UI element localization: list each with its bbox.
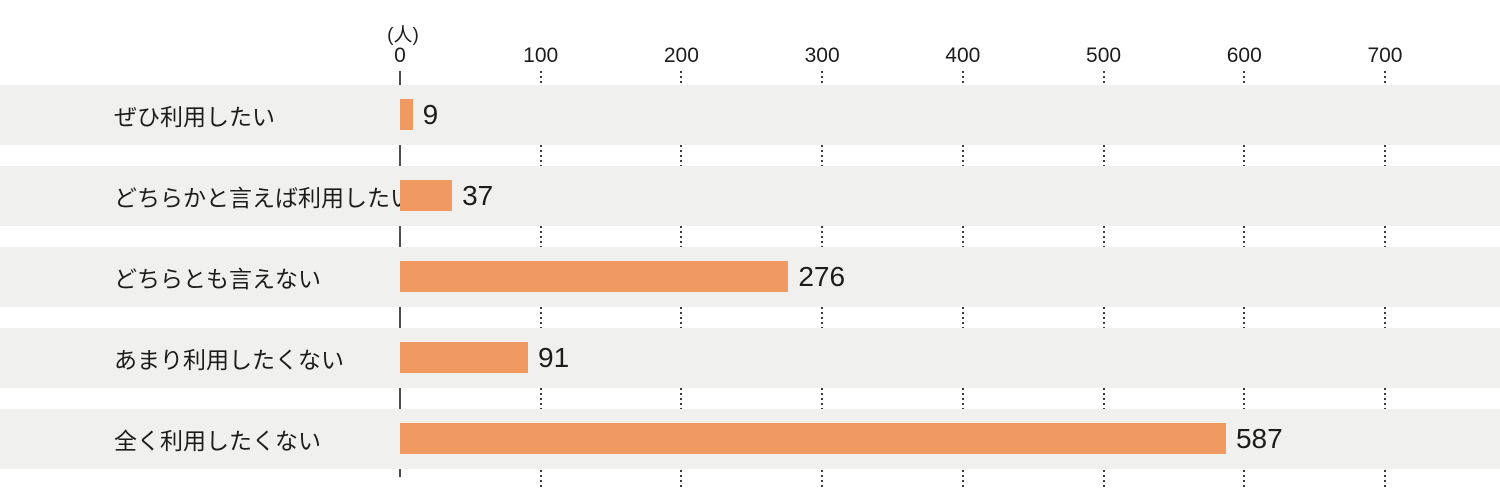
gridline-dotted-segment <box>1383 145 1386 166</box>
bar <box>400 261 788 292</box>
gridline-dotted-segment <box>680 71 683 85</box>
x-axis-tick-label: 400 <box>945 44 981 67</box>
gridline-dotted-segment <box>821 71 824 85</box>
gridline-dotted-segment <box>680 145 683 166</box>
gridline-dotted-segment <box>961 388 964 409</box>
gridline-dotted-segment <box>1383 226 1386 247</box>
gridline-dotted-segment <box>1102 470 1105 487</box>
gridline-dotted-segment <box>539 388 542 409</box>
gridline-dotted-segment <box>539 71 542 85</box>
gridline-dotted-segment <box>680 307 683 328</box>
gridline-dotted-segment <box>1102 71 1105 85</box>
value-label: 587 <box>1235 423 1283 454</box>
x-axis-tick-label: 700 <box>1367 44 1403 67</box>
gridline-dotted-segment <box>821 470 824 487</box>
gridline-dotted-segment <box>1102 226 1105 247</box>
gridline-dotted-segment <box>961 470 964 487</box>
category-label: どちらかと言えば利用したい <box>114 185 413 211</box>
gridline-dotted-segment <box>1383 71 1386 85</box>
gridline-dotted-segment <box>1383 307 1386 328</box>
gridline-dotted-segment <box>1243 470 1246 487</box>
gridline-dotted-segment <box>1102 388 1105 409</box>
gridline-dotted-segment <box>961 307 964 328</box>
category-label: どちらとも言えない <box>114 266 321 292</box>
gridline-dotted-segment <box>1243 226 1246 247</box>
gridline-dotted-segment <box>539 226 542 247</box>
bar <box>400 423 1226 454</box>
value-label: 37 <box>462 180 494 211</box>
gridline-dotted-segment <box>1383 470 1386 487</box>
gridline-dotted-segment <box>1243 388 1246 409</box>
gridline-dotted-segment <box>539 470 542 487</box>
chart-row: ぜひ利用したい 9 <box>0 85 1500 145</box>
gridline-dotted-segment <box>821 307 824 328</box>
value-label: 9 <box>422 99 439 130</box>
category-label: 全く利用したくない <box>114 428 321 454</box>
chart-row: どちらとも言えない 276 <box>0 247 1500 307</box>
gridline-dotted-segment <box>539 307 542 328</box>
gridline-dotted-segment <box>1243 71 1246 85</box>
bar <box>400 99 413 130</box>
gridline-dotted-segment <box>821 226 824 247</box>
bar <box>400 180 452 211</box>
chart-row: 全く利用したくない 587 <box>0 409 1500 469</box>
gridline-dotted-segment <box>961 71 964 85</box>
axis-unit-label: (人) <box>387 25 419 46</box>
x-axis-tick-label: 0 <box>394 44 406 67</box>
gridline-dotted-segment <box>1383 388 1386 409</box>
gridline-dotted-segment <box>680 470 683 487</box>
category-label: ぜひ利用したい <box>114 104 275 130</box>
gridline-dotted-segment <box>1102 307 1105 328</box>
x-axis-tick-label: 100 <box>523 44 559 67</box>
chart-row: あまり利用したくない 91 <box>0 328 1500 388</box>
gridline-dotted-segment <box>1102 145 1105 166</box>
gridline-dotted-segment <box>961 226 964 247</box>
gridline-dotted-segment <box>821 145 824 166</box>
gridline-dotted-segment <box>821 388 824 409</box>
x-axis-tick-label: 500 <box>1086 44 1122 67</box>
gridline-dotted-segment <box>1243 307 1246 328</box>
gridline-dotted-segment <box>1243 145 1246 166</box>
category-label: あまり利用したくない <box>114 347 344 373</box>
x-axis-tick-label: 300 <box>804 44 840 67</box>
gridline-dotted-segment <box>680 226 683 247</box>
gridline-dotted-segment <box>539 145 542 166</box>
x-axis-tick-label: 200 <box>663 44 699 67</box>
gridline-dotted-segment <box>961 145 964 166</box>
value-label: 91 <box>538 342 570 373</box>
x-axis-tick-label: 600 <box>1226 44 1262 67</box>
gridline-dotted-segment <box>680 388 683 409</box>
value-label: 276 <box>798 261 846 292</box>
bar <box>400 342 528 373</box>
chart-row: どちらかと言えば利用したい 37 <box>0 166 1500 226</box>
